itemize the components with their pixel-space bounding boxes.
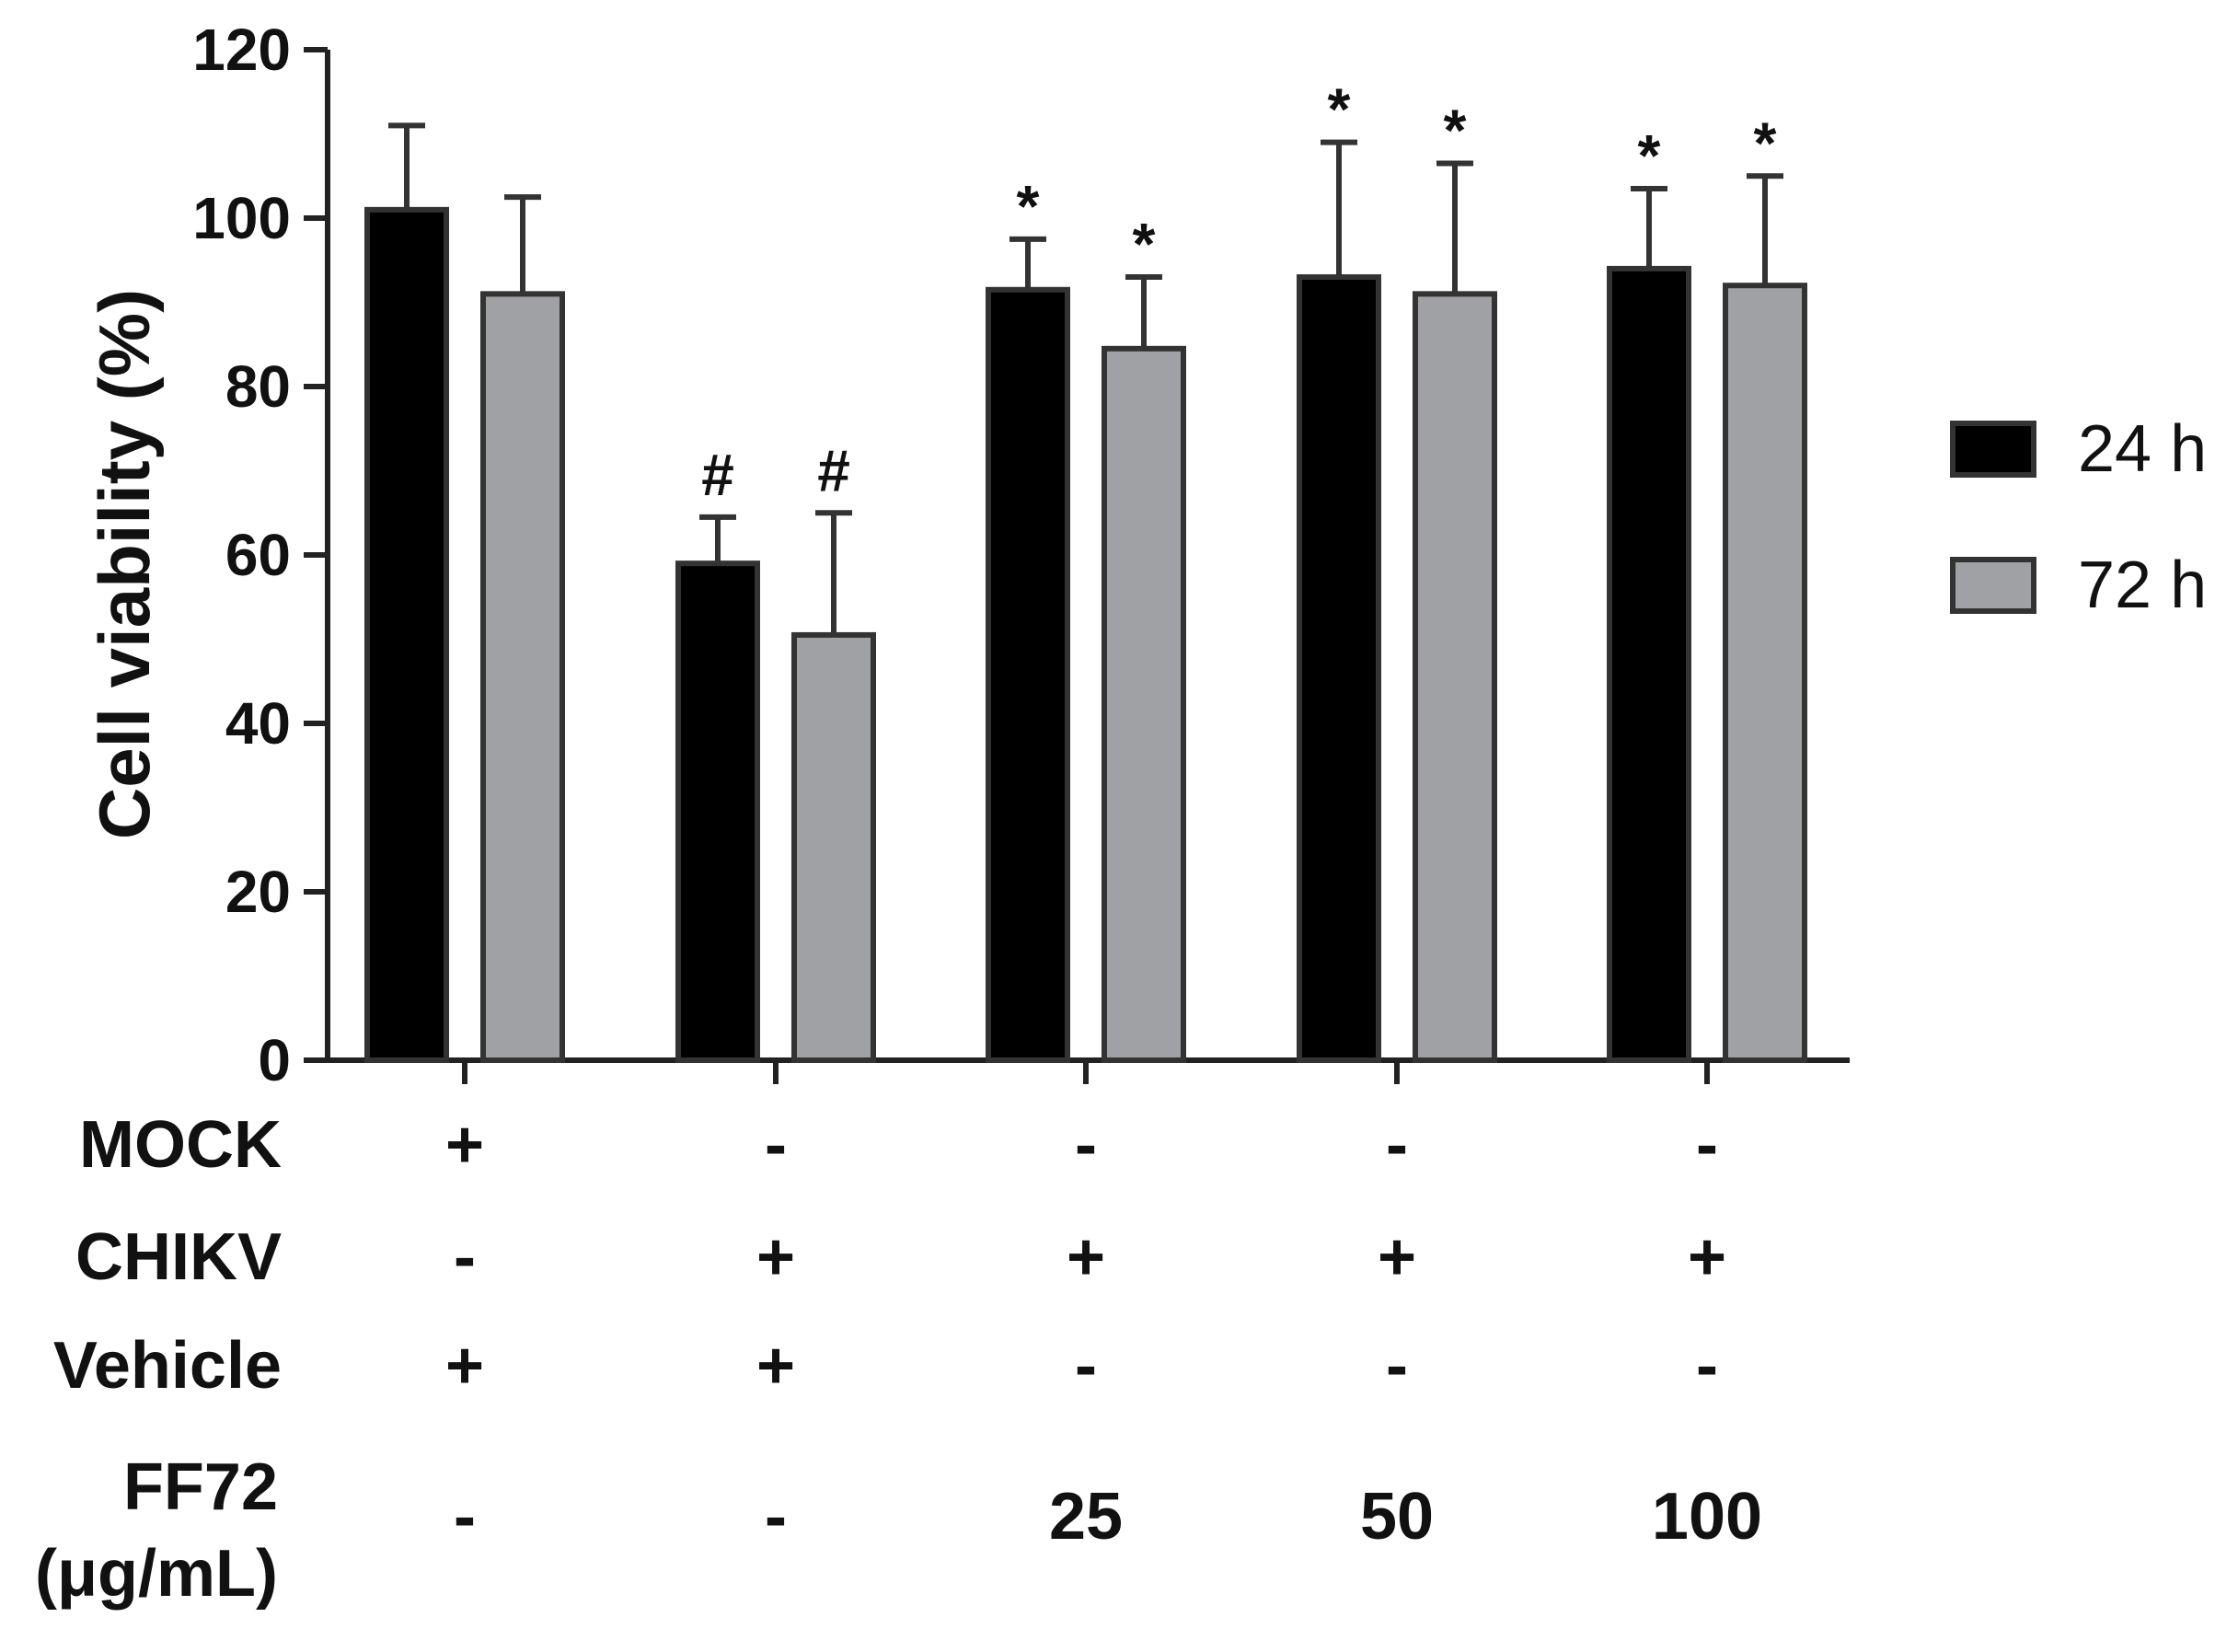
condition-row-label: FF72	[123, 1450, 278, 1524]
condition-cell: +	[1067, 1220, 1105, 1294]
condition-cell: -	[1386, 1108, 1408, 1182]
bar-72h	[1723, 283, 1807, 1063]
condition-cell: -	[765, 1108, 787, 1182]
y-tick-label: 60	[225, 522, 291, 588]
significance-asterisk: *	[1754, 110, 1777, 176]
significance-asterisk: *	[1328, 76, 1351, 143]
condition-cell: +	[1378, 1220, 1416, 1294]
y-tick-label: 80	[225, 353, 291, 420]
y-tick-label: 40	[225, 690, 291, 757]
bar-24h	[675, 560, 760, 1063]
condition-cell: +	[756, 1220, 795, 1294]
y-tick-label: 0	[258, 1027, 291, 1093]
bar-72h	[1102, 345, 1186, 1063]
condition-cell: +	[445, 1329, 484, 1403]
condition-cell: -	[454, 1220, 476, 1294]
bar-24h	[986, 286, 1070, 1063]
condition-cell: -	[1075, 1329, 1097, 1403]
condition-cell: +	[756, 1329, 795, 1403]
condition-cell: +	[1688, 1220, 1726, 1294]
axes: 0 20 40 60 80 100 120 Cell viability (%)	[84, 17, 1850, 1093]
condition-cell: -	[1696, 1329, 1718, 1403]
bar-72h	[480, 291, 565, 1064]
legend-swatch	[1950, 557, 2036, 614]
bar-72h	[791, 631, 876, 1063]
y-tick-label: 100	[192, 185, 291, 251]
bar-24h	[1607, 265, 1691, 1063]
legend: 24 h 72 h	[1950, 412, 2207, 622]
condition-cell: 25	[1049, 1480, 1123, 1554]
condition-cell: -	[1696, 1108, 1718, 1182]
condition-row-label: CHIKV	[75, 1220, 282, 1294]
significance-asterisk: *	[1133, 211, 1156, 277]
condition-cell: -	[765, 1480, 787, 1554]
significance-hash: #	[701, 442, 734, 508]
condition-row-label: MOCK	[79, 1108, 282, 1182]
condition-row-label: Vehicle	[53, 1329, 282, 1403]
y-axis-title: Cell viability (%)	[84, 289, 165, 839]
y-tick-label: 120	[192, 17, 291, 83]
bar-24h	[1297, 274, 1381, 1063]
condition-cell: -	[1386, 1329, 1408, 1403]
bar-72h	[1413, 291, 1497, 1064]
condition-cell: +	[445, 1108, 484, 1182]
condition-cell: 100	[1652, 1480, 1762, 1554]
bars: # * * * # * * *	[364, 76, 1807, 1064]
condition-cell: -	[1075, 1108, 1097, 1182]
bar-24h	[364, 206, 449, 1064]
y-tick-label: 20	[225, 859, 291, 925]
legend-swatch	[1950, 421, 2036, 478]
legend-label: 24 h	[2078, 412, 2207, 486]
condition-row-unit: (μg/mL)	[35, 1537, 278, 1611]
condition-cell: -	[454, 1480, 476, 1554]
condition-cell: 50	[1360, 1480, 1434, 1554]
significance-asterisk: *	[1017, 173, 1040, 239]
significance-hash: #	[817, 437, 850, 503]
significance-asterisk: *	[1638, 122, 1661, 189]
legend-label: 72 h	[2078, 549, 2207, 622]
condition-table: MOCK + - - - - CHIKV - + + + + Vehicle + + - - - FF72 (μg/m…	[35, 1108, 1762, 1611]
significance-asterisk: *	[1444, 98, 1467, 164]
